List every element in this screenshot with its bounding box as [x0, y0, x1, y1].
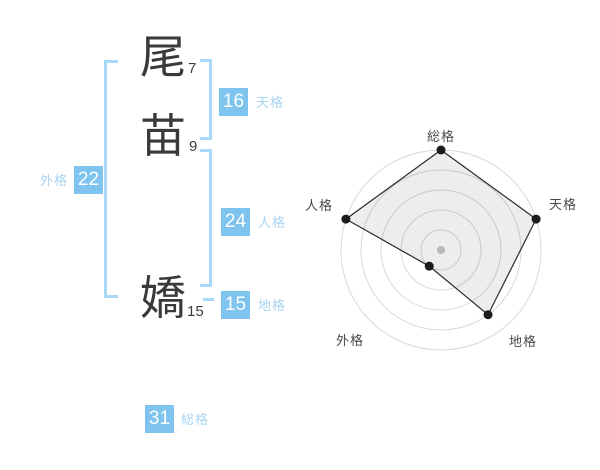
radar-axis-label: 天格 — [549, 197, 577, 212]
stroke-count-2: 9 — [189, 138, 198, 155]
tenkaku-badge: 16 — [219, 88, 248, 116]
radar-axis-label: 人格 — [305, 198, 333, 213]
jinkaku-bracket — [200, 149, 212, 287]
chikaku-tick — [203, 298, 214, 301]
radar-vertex-dot — [531, 214, 541, 224]
jinkaku-label: 人格 — [258, 215, 287, 230]
name-stroke-panel: 尾 7 苗 9 嬌 15 外格 22 16 天格 24 人格 15 地格 31 … — [40, 31, 287, 433]
radar-axis-label: 地格 — [509, 334, 537, 349]
jinkaku-badge: 24 — [221, 208, 250, 236]
radar-polygon — [344, 149, 537, 316]
radar-axis-label: 総格 — [427, 129, 455, 144]
stroke-count-1: 7 — [188, 60, 197, 77]
radar-vertex-dot — [341, 214, 351, 224]
tenkaku-bracket — [200, 59, 212, 140]
radar-ring — [420, 229, 462, 271]
tenkaku-label: 天格 — [256, 95, 285, 110]
radar-vertex-dot — [424, 261, 434, 271]
radar-vertex-dot — [436, 145, 446, 155]
name-char-1: 尾 — [140, 31, 186, 83]
soukaku-badge: 31 — [145, 405, 174, 433]
radar-ring — [380, 189, 502, 311]
radar-vertex-dot — [483, 310, 493, 320]
name-char-2: 苗 — [140, 110, 186, 162]
gaikaku-badge: 22 — [74, 166, 103, 194]
soukaku-label: 総格 — [181, 412, 210, 427]
radar-center-dot — [437, 246, 445, 254]
gaikaku-label: 外格 — [40, 173, 69, 188]
stroke-count-3: 15 — [187, 303, 204, 320]
name-char-3: 嬌 — [140, 272, 186, 324]
chikaku-label: 地格 — [258, 298, 287, 313]
radar-axis-label: 外格 — [336, 333, 364, 348]
gaikaku-bracket — [104, 60, 118, 298]
chikaku-badge: 15 — [221, 291, 250, 319]
